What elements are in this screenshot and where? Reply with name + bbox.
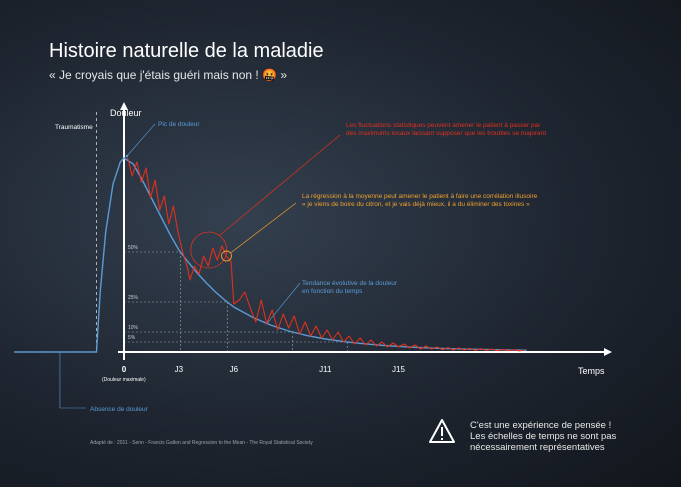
source-citation: Adapté de : 2011 - Senn - Francis Galton… xyxy=(90,440,313,446)
y-tick-label-2: 10% xyxy=(128,325,139,331)
page-subtitle: « Je croyais que j'étais guéri mais non … xyxy=(49,68,287,82)
fluct-leader xyxy=(218,134,341,237)
tendance-label-1: en fonction du temps xyxy=(302,288,363,295)
warning-icon xyxy=(428,418,456,449)
annotations: Pic de douleur Absence de douleur Traumati… xyxy=(55,121,546,413)
x-tick-label-3: J11 xyxy=(319,365,332,374)
y-axis-label: Douleur xyxy=(110,108,142,118)
x-zero-note: (Douleur maximale) xyxy=(102,377,146,383)
guide-lines xyxy=(96,112,348,352)
series-layer xyxy=(14,157,527,353)
x-tick-label-2: J6 xyxy=(230,365,239,374)
regression-label-1: « je viens de boire du citron, et je vai… xyxy=(302,201,530,208)
fluct-circle xyxy=(190,231,228,269)
fluct-label-1: des maximums locaux laissant supposer qu… xyxy=(346,130,546,137)
pic-leader xyxy=(126,123,156,157)
angry-face-icon: 🤬 xyxy=(262,68,278,82)
caution-line-2: Les échelles de temps ne sont pas xyxy=(470,431,617,442)
regression-leader xyxy=(230,202,297,254)
axes xyxy=(118,102,612,360)
caution-note: C'est une expérience de pensée ! Les éch… xyxy=(470,420,616,453)
subtitle-end: » xyxy=(277,68,288,82)
caution-line-3: nécessairement représentatives xyxy=(470,442,605,453)
tick-labels: Douleur Temps 50% 25% 10% 5% 0 J3 J6 J11 J15 (Doule… xyxy=(102,108,605,383)
y-tick-label-1: 25% xyxy=(128,295,139,301)
fluct-label-0: Les fluctuations statistiques peuvent am… xyxy=(346,122,541,129)
y-tick-label-3: 5% xyxy=(128,335,136,341)
x-axis-label: Temps xyxy=(578,366,605,376)
pic-dot xyxy=(125,154,129,158)
regression-label-0: La régression à la moyenne peut amener l… xyxy=(302,193,538,200)
trend-line xyxy=(14,157,527,353)
fluctuation-line xyxy=(127,157,525,352)
x-tick-label-1: J3 xyxy=(175,365,184,374)
tendance-leader xyxy=(266,282,301,324)
tendance-label-0: Tendance évolutive de la douleur xyxy=(302,280,398,287)
absence-label: Absence de douleur xyxy=(90,406,149,413)
caution-line-1: C'est une expérience de pensée ! xyxy=(470,420,612,431)
subtitle-text: « Je croyais que j'étais guéri mais non … xyxy=(49,68,263,82)
x-tick-label-0: 0 xyxy=(122,365,127,374)
regression-circle xyxy=(221,250,232,262)
pic-label: Pic de douleur xyxy=(158,121,200,128)
x-tick-label-4: J15 xyxy=(392,365,405,374)
y-tick-label-0: 50% xyxy=(128,245,139,251)
page-title: Histoire naturelle de la maladie xyxy=(49,40,324,62)
trauma-label: Traumatisme xyxy=(55,124,93,131)
